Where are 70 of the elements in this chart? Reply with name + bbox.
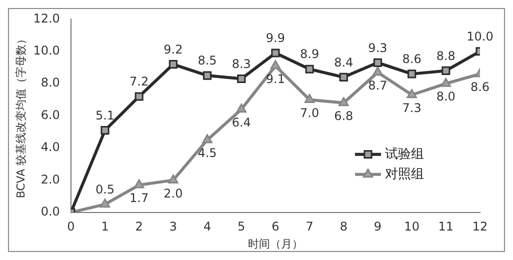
data-label: 0.5 — [95, 182, 115, 196]
data-label: 6.4 — [232, 115, 251, 130]
point — [372, 66, 383, 76]
y-tick-label: 2.0 — [40, 172, 60, 186]
point — [202, 134, 212, 144]
data-label: 9.1 — [266, 72, 286, 86]
data-label: 9.3 — [368, 40, 388, 55]
y-tick-label: 12.0 — [33, 11, 60, 26]
legend-label: 试验组 — [385, 146, 424, 162]
x-tick-label: 1 — [101, 220, 109, 234]
x-tick-label: 3 — [169, 220, 178, 234]
x-tick-label: 2 — [135, 220, 143, 234]
point — [168, 174, 178, 184]
data-label: 6.8 — [334, 109, 354, 124]
point — [408, 70, 416, 78]
data-label: 8.4 — [334, 55, 354, 70]
point — [100, 198, 110, 208]
y-tick-label: 6.0 — [40, 108, 60, 122]
point — [100, 126, 110, 135]
point — [304, 94, 315, 103]
data-label: 1.7 — [130, 191, 149, 206]
point — [339, 72, 348, 82]
data-label: 2.0 — [164, 186, 183, 200]
x-tick-label: 7 — [306, 220, 314, 234]
data-label: 8.7 — [368, 78, 388, 92]
data-label: 4.5 — [198, 146, 217, 160]
data-label: 8.3 — [232, 56, 251, 71]
point — [373, 58, 382, 67]
data-label: 8.6 — [402, 52, 422, 66]
point — [338, 97, 349, 106]
data-label: 9.2 — [164, 42, 183, 56]
point — [442, 66, 450, 76]
legend-label: 对照组 — [385, 166, 424, 182]
point — [237, 74, 246, 84]
y-tick-label: 8.0 — [40, 76, 60, 90]
point — [406, 89, 417, 98]
data-label: 8.8 — [436, 48, 456, 63]
y-tick-label: 4.0 — [40, 140, 60, 154]
x-tick-label: 0 — [67, 220, 75, 234]
y-tick-label: 0.0 — [40, 204, 60, 219]
data-label: 8.9 — [300, 47, 320, 62]
point — [168, 60, 178, 69]
point — [236, 104, 246, 113]
data-label: 7.0 — [300, 106, 320, 120]
data-label: 7.3 — [402, 100, 422, 115]
x-tick-label: 11 — [438, 220, 454, 234]
data-label: 8.0 — [436, 90, 456, 104]
x-axis-title: 时间（月） — [248, 237, 303, 250]
data-label: 8.5 — [198, 54, 217, 68]
point — [202, 71, 212, 80]
point — [270, 60, 281, 70]
x-tick-label: 5 — [238, 220, 246, 234]
point — [440, 78, 451, 87]
x-tick-label: 4 — [203, 220, 212, 234]
data-label: 5.1 — [95, 108, 115, 122]
data-label: 7.2 — [130, 74, 149, 89]
point — [305, 64, 314, 74]
y-axis-title: BCVA 较基线改变均值（字母数） — [14, 33, 28, 198]
x-tick-label: 8 — [340, 220, 348, 234]
x-tick-label: 9 — [374, 220, 382, 234]
data-label: 8.6 — [470, 80, 490, 94]
point — [134, 179, 144, 188]
point — [271, 48, 280, 58]
x-tick-label: 6 — [272, 220, 280, 234]
data-label: 10.0 — [466, 30, 494, 44]
y-tick-label: 10.0 — [33, 44, 60, 58]
point — [134, 92, 144, 101]
data-label: 9.9 — [266, 31, 286, 46]
x-tick-label: 10 — [404, 220, 420, 234]
x-tick-label: 12 — [472, 220, 488, 234]
